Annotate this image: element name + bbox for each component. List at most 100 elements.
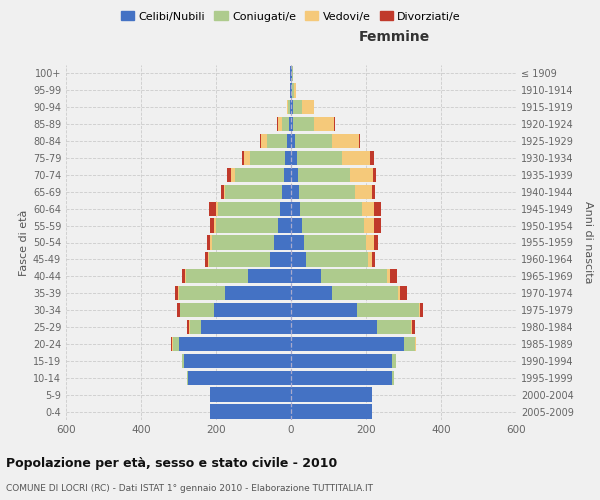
Bar [250,151,286,165]
Bar [371,404,373,418]
Bar [186,269,248,283]
Bar [184,354,291,368]
Bar [242,151,244,165]
Bar [291,66,292,80]
Bar [291,388,371,402]
Bar [293,117,314,132]
Bar [291,151,296,165]
Bar [277,117,278,132]
Bar [373,218,381,233]
Bar [373,202,381,216]
Bar [226,286,291,300]
Bar [187,320,189,334]
Bar [356,303,419,318]
Bar [287,134,291,148]
Bar [368,252,371,266]
Bar [302,218,364,233]
Bar [176,303,179,318]
Bar [290,66,291,80]
Bar [209,202,216,216]
Bar [211,236,212,250]
Bar [289,117,291,132]
Bar [291,252,306,266]
Bar [179,303,181,318]
Bar [398,286,400,300]
Bar [278,117,281,132]
Bar [291,336,404,351]
Bar [292,83,293,98]
Bar [291,236,304,250]
Bar [290,100,291,114]
Bar [261,134,266,148]
Bar [292,66,293,80]
Bar [235,168,284,182]
Bar [248,269,291,283]
Bar [284,168,291,182]
Bar [355,184,371,199]
Bar [334,117,335,132]
Bar [218,202,280,216]
Bar [227,168,231,182]
Bar [332,134,359,148]
Bar [281,184,291,199]
Bar [173,336,179,351]
Bar [187,370,188,385]
Bar [209,252,271,266]
Bar [371,388,373,402]
Bar [231,168,235,182]
Bar [304,236,366,250]
Bar [286,151,291,165]
Text: Popolazione per età, sesso e stato civile - 2010: Popolazione per età, sesso e stato civil… [6,458,337,470]
Bar [392,370,394,385]
Text: Femmine: Femmine [359,30,430,44]
Bar [412,320,415,334]
Bar [244,151,250,165]
Bar [212,236,274,250]
Bar [415,336,416,351]
Bar [298,168,350,182]
Bar [370,151,373,165]
Bar [291,202,301,216]
Bar [271,252,291,266]
Bar [216,218,278,233]
Bar [185,269,186,283]
Bar [404,336,415,351]
Bar [223,184,226,199]
Bar [190,320,201,334]
Bar [205,252,208,266]
Bar [211,404,291,418]
Bar [373,168,376,182]
Bar [350,168,373,182]
Bar [386,269,389,283]
Bar [211,388,291,402]
Bar [209,218,214,233]
Bar [178,286,179,300]
Bar [362,202,373,216]
Bar [182,354,184,368]
Bar [341,151,370,165]
Bar [373,236,378,250]
Bar [359,134,361,148]
Bar [306,252,368,266]
Bar [172,336,173,351]
Bar [266,134,287,148]
Bar [291,370,392,385]
Bar [321,269,386,283]
Bar [314,117,334,132]
Bar [175,286,178,300]
Bar [366,236,373,250]
Bar [290,83,291,98]
Bar [208,252,209,266]
Bar [291,83,292,98]
Bar [221,184,223,199]
Bar [392,354,396,368]
Bar [371,184,374,199]
Bar [291,303,356,318]
Bar [299,184,355,199]
Bar [301,202,362,216]
Bar [371,252,376,266]
Bar [280,202,291,216]
Bar [181,303,214,318]
Bar [291,218,302,233]
Bar [291,117,293,132]
